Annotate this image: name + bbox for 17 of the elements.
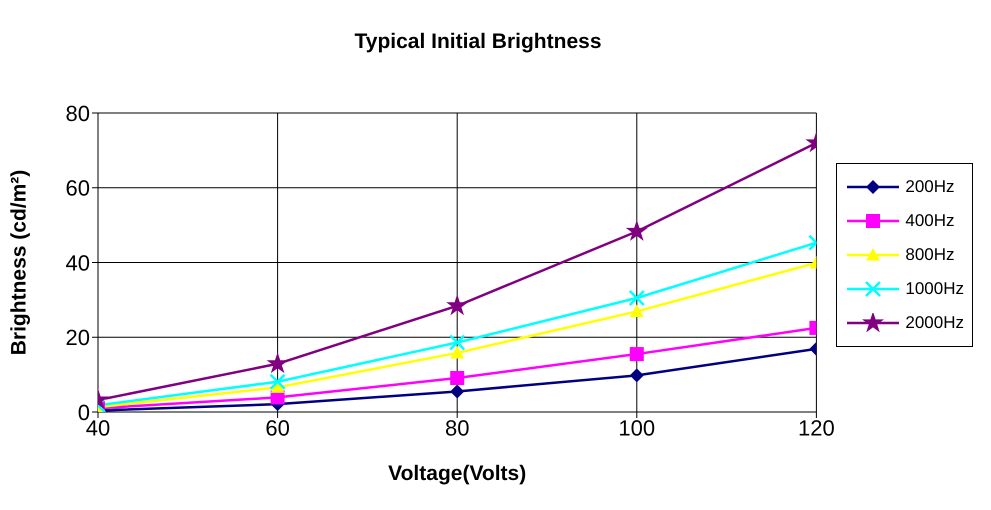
- chart-title: Typical Initial Brightness: [354, 30, 602, 54]
- x-axis-title: Voltage(Volts): [388, 462, 526, 485]
- legend-label: 200Hz: [905, 177, 955, 197]
- legend-label: 1000Hz: [905, 279, 964, 299]
- x-tick-label: 100: [618, 416, 656, 441]
- y-tick-label: 20: [66, 325, 90, 350]
- y-tick-label: 40: [66, 250, 90, 276]
- x-tick-label: 80: [444, 416, 470, 441]
- y-axis-title: Brightness (cd/m²): [7, 170, 30, 356]
- x-tick-label: 60: [265, 416, 290, 441]
- y-tick-label: 80: [66, 100, 90, 126]
- y-tick-label: 0: [78, 400, 90, 425]
- legend-label: 2000Hz: [905, 313, 964, 333]
- legend-label: 800Hz: [905, 245, 955, 265]
- y-tick-label: 60: [66, 176, 90, 201]
- x-tick-label: 120: [798, 416, 835, 441]
- legend-label: 400Hz: [905, 211, 955, 231]
